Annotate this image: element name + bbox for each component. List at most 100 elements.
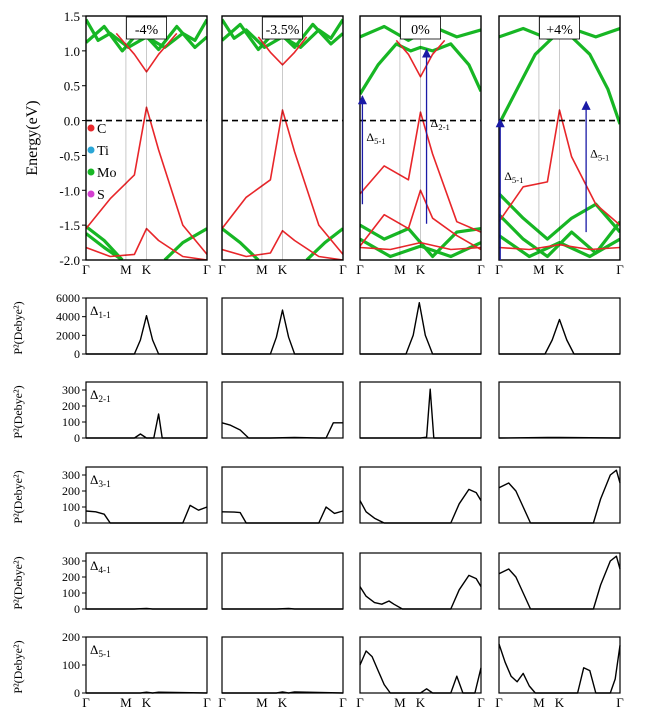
band-x-tick-label: Γ bbox=[495, 262, 503, 277]
dipole-x-tick-label: Γ bbox=[495, 695, 503, 710]
c-band-line bbox=[222, 229, 343, 260]
strain-label: +4% bbox=[546, 23, 573, 38]
transition-arrow-label: Δ5-1 bbox=[590, 147, 609, 163]
mo-band-line bbox=[305, 227, 343, 260]
mo-band-line bbox=[499, 192, 620, 241]
dipole-panel-frame bbox=[221, 636, 344, 694]
c-band-line bbox=[360, 241, 481, 251]
dipole-panel-frame bbox=[359, 636, 482, 694]
dipole-y-tick-label: 0 bbox=[74, 516, 80, 530]
mo-band-line bbox=[222, 227, 260, 260]
dipole-panel-frame bbox=[498, 466, 621, 524]
legend-marker bbox=[87, 168, 95, 176]
dipole-panel-frame bbox=[221, 552, 344, 610]
mo-band-line bbox=[163, 227, 207, 260]
strain-label: -4% bbox=[135, 23, 159, 38]
strain-label-box bbox=[400, 16, 441, 40]
transition-label: Δ5-1 bbox=[90, 642, 111, 660]
band-x-tick-label: K bbox=[416, 262, 426, 277]
band-panel-frame bbox=[221, 15, 344, 261]
band-panel-frame bbox=[85, 15, 208, 261]
band-y-tick-label: 1.5 bbox=[64, 9, 80, 24]
dipole-x-tick-label: M bbox=[394, 695, 406, 710]
c-band-line bbox=[257, 36, 308, 66]
dipole-y-axis-label: P²(Debye²) bbox=[11, 640, 25, 693]
band-y-tick-label: 1.0 bbox=[64, 44, 80, 59]
band-x-tick-label: Γ bbox=[356, 262, 364, 277]
dipole-x-tick-label: M bbox=[120, 695, 132, 710]
dipole-panel-frame bbox=[85, 636, 208, 694]
dipole-y-tick-label: 200 bbox=[62, 484, 80, 498]
band-x-tick-label: M bbox=[394, 262, 406, 277]
dipole-curve bbox=[499, 318, 620, 355]
dipole-x-tick-label: M bbox=[256, 695, 268, 710]
band-y-tick-label: -1.5 bbox=[59, 218, 80, 233]
dipole-y-axis-label: P²(Debye²) bbox=[11, 301, 25, 354]
band-y-tick-label: -1.0 bbox=[59, 183, 80, 198]
dipole-y-axis-label: P²(Debye²) bbox=[11, 556, 25, 609]
dipole-y-tick-label: 100 bbox=[62, 415, 80, 429]
band-x-tick-label: K bbox=[278, 262, 288, 277]
band-x-tick-label: M bbox=[256, 262, 268, 277]
dipole-curve bbox=[360, 388, 481, 439]
dipole-panel-frame bbox=[85, 552, 208, 610]
dipole-panel-frame bbox=[498, 381, 621, 439]
dipole-x-tick-label: K bbox=[142, 695, 152, 710]
dipole-y-tick-label: 2000 bbox=[56, 328, 80, 342]
band-panel-frame bbox=[359, 15, 482, 261]
dipole-curve bbox=[498, 469, 621, 524]
legend-marker bbox=[87, 190, 95, 198]
transition-arrow-label: Δ5-1 bbox=[366, 130, 385, 146]
band-y-tick-label: -2.0 bbox=[59, 253, 80, 268]
band-x-tick-label: Γ bbox=[339, 262, 347, 277]
dipole-y-tick-label: 0 bbox=[74, 347, 80, 361]
dipole-x-tick-label: Γ bbox=[218, 695, 226, 710]
dipole-y-tick-label: 100 bbox=[62, 586, 80, 600]
dipole-curve bbox=[359, 574, 482, 610]
band-panel-frame bbox=[498, 15, 621, 261]
dipole-y-tick-label: 300 bbox=[62, 383, 80, 397]
c-band-line bbox=[360, 189, 481, 251]
dipole-curve bbox=[498, 643, 621, 694]
dipole-panel-frame bbox=[359, 466, 482, 524]
transition-label: Δ2-1 bbox=[90, 387, 111, 405]
mo-band-line bbox=[86, 225, 124, 260]
band-panel-2 bbox=[360, 24, 481, 259]
dipole-y-tick-label: 300 bbox=[62, 468, 80, 482]
band-panel-0 bbox=[86, 18, 207, 260]
dipole-x-tick-label: Γ bbox=[616, 695, 624, 710]
dipole-curve bbox=[86, 315, 207, 355]
legend-label: Mo bbox=[97, 166, 116, 181]
strain-label: 0% bbox=[411, 23, 430, 38]
legend-label: S bbox=[97, 188, 105, 203]
dipole-x-tick-label: Γ bbox=[477, 695, 485, 710]
band-x-tick-label: K bbox=[555, 262, 565, 277]
strain-label-box bbox=[539, 16, 580, 40]
band-y-tick-label: 0.0 bbox=[64, 114, 80, 129]
dipole-x-tick-label: Γ bbox=[82, 695, 90, 710]
transition-label: Δ4-1 bbox=[90, 558, 111, 576]
band-x-tick-label: Γ bbox=[477, 262, 485, 277]
dipole-y-tick-label: 4000 bbox=[56, 310, 80, 324]
dipole-panel-frame bbox=[221, 381, 344, 439]
dipole-y-tick-label: 200 bbox=[62, 399, 80, 413]
dipole-y-tick-label: 0 bbox=[74, 602, 80, 616]
dipole-curve bbox=[360, 302, 481, 355]
band-x-tick-label: Γ bbox=[203, 262, 211, 277]
band-x-tick-label: Γ bbox=[616, 262, 624, 277]
dipole-x-tick-label: Γ bbox=[203, 695, 211, 710]
transition-label: Δ1-1 bbox=[90, 303, 111, 321]
dipole-x-tick-label: K bbox=[555, 695, 565, 710]
band-y-axis-label: Energy(eV) bbox=[24, 100, 41, 175]
band-x-tick-label: M bbox=[120, 262, 132, 277]
strain-label-box bbox=[262, 16, 303, 40]
band-y-tick-label: -0.5 bbox=[59, 148, 80, 163]
c-band-line bbox=[360, 111, 481, 233]
mo-band-line bbox=[360, 42, 481, 95]
dipole-panel-frame bbox=[359, 297, 482, 355]
dipole-y-tick-label: 100 bbox=[62, 658, 80, 672]
dipole-x-tick-label: K bbox=[278, 695, 288, 710]
dipole-x-tick-label: K bbox=[416, 695, 426, 710]
dipole-curve bbox=[498, 555, 621, 610]
